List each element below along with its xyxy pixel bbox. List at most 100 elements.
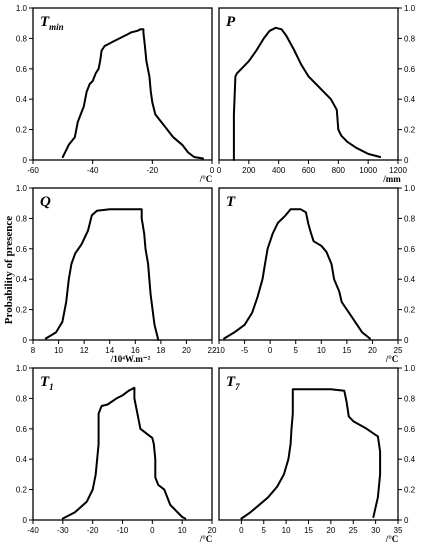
x-tick-label: -10 bbox=[213, 346, 225, 355]
y-tick-label: 0.8 bbox=[16, 394, 28, 403]
y-tick-label: 1.0 bbox=[404, 4, 416, 13]
y-tick-label: 0 bbox=[23, 516, 28, 525]
panel-title: Q bbox=[40, 194, 51, 210]
x-tick-label: 600 bbox=[302, 166, 316, 175]
chart-panel-3: 8 10 12 14 16 18 20 22 0 0.2 0.4 0.6 0.8 1.0 Q/10⁴W.m⁻… bbox=[16, 184, 217, 364]
x-tick-label: -40 bbox=[27, 526, 39, 535]
y-tick-label: 0 bbox=[23, 336, 28, 345]
x-tick-label: 25 bbox=[349, 526, 358, 535]
panel-title-main: T bbox=[226, 374, 236, 390]
panel-frame bbox=[218, 187, 399, 341]
panel-title-main: Q bbox=[40, 194, 51, 210]
y-tick-label: 0.4 bbox=[16, 455, 28, 464]
panel-title-main: P bbox=[226, 14, 236, 30]
y-tick-label: 1.0 bbox=[16, 4, 28, 13]
panel-frame bbox=[32, 367, 213, 521]
panel-frame bbox=[32, 187, 213, 341]
x-axis-unit: /10⁴W.m⁻² bbox=[110, 354, 151, 364]
x-tick-label: 20 bbox=[326, 526, 335, 535]
x-tick-label: -40 bbox=[87, 166, 99, 175]
panel-title: P bbox=[226, 14, 236, 30]
x-tick-label: 1000 bbox=[359, 166, 377, 175]
y-tick-label: 0.4 bbox=[16, 275, 28, 284]
y-tick-label: 0.6 bbox=[16, 245, 28, 254]
x-tick-label: 22 bbox=[208, 346, 217, 355]
x-tick-label: 0 bbox=[150, 526, 155, 535]
y-tick-label: 0.2 bbox=[404, 306, 416, 315]
x-tick-label: -5 bbox=[241, 346, 249, 355]
panel-title-sub: 1 bbox=[49, 382, 54, 392]
x-tick-label: 15 bbox=[342, 346, 351, 355]
panel-title-main: T bbox=[40, 14, 50, 30]
x-axis-unit: /°C bbox=[385, 354, 399, 364]
y-tick-label: 0.4 bbox=[404, 455, 416, 464]
x-tick-label: -20 bbox=[87, 526, 99, 535]
x-tick-label: 20 bbox=[208, 526, 217, 535]
x-tick-label: 0 bbox=[239, 526, 244, 535]
series-line bbox=[61, 28, 204, 160]
x-tick-label: 14 bbox=[105, 346, 114, 355]
x-tick-label: -60 bbox=[27, 166, 39, 175]
x-tick-label: 400 bbox=[272, 166, 286, 175]
y-axis-title: Probability of presence bbox=[3, 216, 15, 324]
panel-title: T bbox=[226, 194, 236, 210]
y-tick-label: 0.4 bbox=[404, 95, 416, 104]
y-tick-label: 0.6 bbox=[16, 425, 28, 434]
x-axis-unit: /°C bbox=[199, 174, 213, 184]
x-tick-label: 18 bbox=[156, 346, 165, 355]
panel-frame bbox=[218, 7, 399, 161]
y-tick-label: 0 bbox=[404, 516, 409, 525]
y-tick-label: 0 bbox=[23, 156, 28, 165]
panel-title: Tmin bbox=[40, 14, 64, 32]
chart-panel-5: -40 -30 -20 -10 0 10 20 0 0.2 0.4 0.6 0.8 1.0 T1 /°C bbox=[16, 364, 217, 544]
y-tick-label: 0.6 bbox=[16, 65, 28, 74]
x-tick-label: 5 bbox=[262, 526, 267, 535]
x-tick-label: 10 bbox=[178, 526, 187, 535]
panel-title-sub: min bbox=[49, 22, 64, 32]
y-tick-label: 0.8 bbox=[404, 34, 416, 43]
x-tick-label: 0 bbox=[210, 166, 215, 175]
y-tick-label: 0.8 bbox=[16, 214, 28, 223]
x-axis-unit: /°C bbox=[199, 534, 213, 544]
x-tick-label: 20 bbox=[368, 346, 377, 355]
x-tick-label: 1200 bbox=[389, 166, 407, 175]
y-tick-label: 0.2 bbox=[16, 306, 28, 315]
panel-title: T1 bbox=[40, 374, 54, 392]
series-line bbox=[240, 388, 382, 520]
x-tick-label: 20 bbox=[182, 346, 191, 355]
y-tick-label: 1.0 bbox=[404, 364, 416, 373]
series-line bbox=[223, 208, 371, 340]
x-tick-label: 16 bbox=[131, 346, 140, 355]
y-tick-label: 0 bbox=[404, 336, 409, 345]
panel-frame bbox=[218, 367, 399, 521]
y-tick-label: 0.4 bbox=[16, 95, 28, 104]
x-tick-label: 12 bbox=[80, 346, 89, 355]
x-tick-label: 10 bbox=[282, 526, 291, 535]
y-tick-label: 0.2 bbox=[404, 126, 416, 135]
panel-title-main: T bbox=[40, 374, 50, 390]
y-tick-label: 0.2 bbox=[16, 486, 28, 495]
x-tick-label: -20 bbox=[147, 166, 159, 175]
series-line bbox=[232, 26, 382, 161]
x-tick-label: -30 bbox=[57, 526, 69, 535]
x-axis-unit: /mm bbox=[382, 174, 401, 184]
x-tick-label: 0 bbox=[268, 346, 273, 355]
y-tick-label: 0.8 bbox=[16, 34, 28, 43]
y-tick-label: 0.6 bbox=[404, 425, 416, 434]
x-tick-label: -10 bbox=[117, 526, 129, 535]
chart-panel-1: -60 -40 -20 0 0 0.2 0.4 0.6 0.8 1.0 Tmin /°C bbox=[16, 4, 215, 184]
chart-panel-2: 0 200 400 600 800 1000 120000.20.40.60.81.0P/m… bbox=[217, 4, 416, 184]
x-tick-label: 800 bbox=[332, 166, 346, 175]
y-tick-label: 1.0 bbox=[16, 184, 28, 193]
y-tick-label: 0.4 bbox=[404, 275, 416, 284]
y-tick-label: 0.2 bbox=[404, 486, 416, 495]
y-tick-label: 1.0 bbox=[404, 184, 416, 193]
x-tick-label: 200 bbox=[242, 166, 256, 175]
panel-frame bbox=[32, 7, 213, 161]
y-tick-label: 0.6 bbox=[404, 245, 416, 254]
x-tick-label: 35 bbox=[394, 526, 403, 535]
x-tick-label: 30 bbox=[371, 526, 380, 535]
y-tick-label: 0.8 bbox=[404, 214, 416, 223]
